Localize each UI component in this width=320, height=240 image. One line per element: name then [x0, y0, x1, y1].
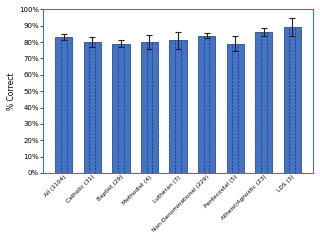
Bar [284, 27, 301, 173]
Bar [198, 36, 215, 173]
Y-axis label: % Correct: % Correct [7, 72, 16, 110]
Bar [55, 37, 72, 173]
Bar [170, 41, 187, 173]
Bar [227, 44, 244, 173]
Bar [84, 42, 101, 173]
Bar [255, 32, 272, 173]
Bar [112, 44, 130, 173]
Bar [141, 42, 158, 173]
